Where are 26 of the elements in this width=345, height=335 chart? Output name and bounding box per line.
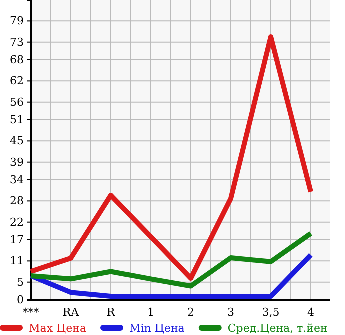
x-tick-label: 1 bbox=[148, 306, 154, 319]
y-tick-label: 73 bbox=[10, 36, 24, 49]
x-tick-label: 2 bbox=[188, 306, 194, 319]
y-tick-label: 34 bbox=[10, 174, 24, 187]
y-tick-label: 39 bbox=[10, 156, 24, 169]
y-tick-label: 62 bbox=[10, 74, 24, 88]
y-tick-label: 79 bbox=[10, 14, 24, 28]
y-tick-label: 11 bbox=[10, 254, 24, 268]
y-tick-label: 0 bbox=[17, 294, 24, 307]
x-tick-label: R bbox=[106, 306, 116, 319]
x-tick-label: 3 bbox=[228, 306, 234, 319]
x-tick-label: *** bbox=[22, 306, 40, 319]
y-tick-label: 22 bbox=[10, 216, 24, 229]
legend-label: Max Цена bbox=[29, 322, 87, 335]
legend-label: Min Цена bbox=[130, 322, 186, 335]
y-tick-label: 17 bbox=[10, 234, 24, 247]
x-tick-label: 3,5 bbox=[262, 306, 280, 319]
y-tick-label: 45 bbox=[10, 134, 24, 148]
legend-label: Сред.Цена, т.йен bbox=[228, 322, 328, 335]
x-tick-label: RA bbox=[62, 306, 80, 319]
y-tick-label: 56 bbox=[10, 96, 24, 109]
y-tick-label: 5 bbox=[17, 276, 24, 289]
y-tick-label: 51 bbox=[10, 114, 24, 127]
y-tick-label: 28 bbox=[10, 194, 24, 208]
y-tick-label: 68 bbox=[10, 54, 24, 67]
x-tick-label: 4 bbox=[308, 306, 314, 319]
